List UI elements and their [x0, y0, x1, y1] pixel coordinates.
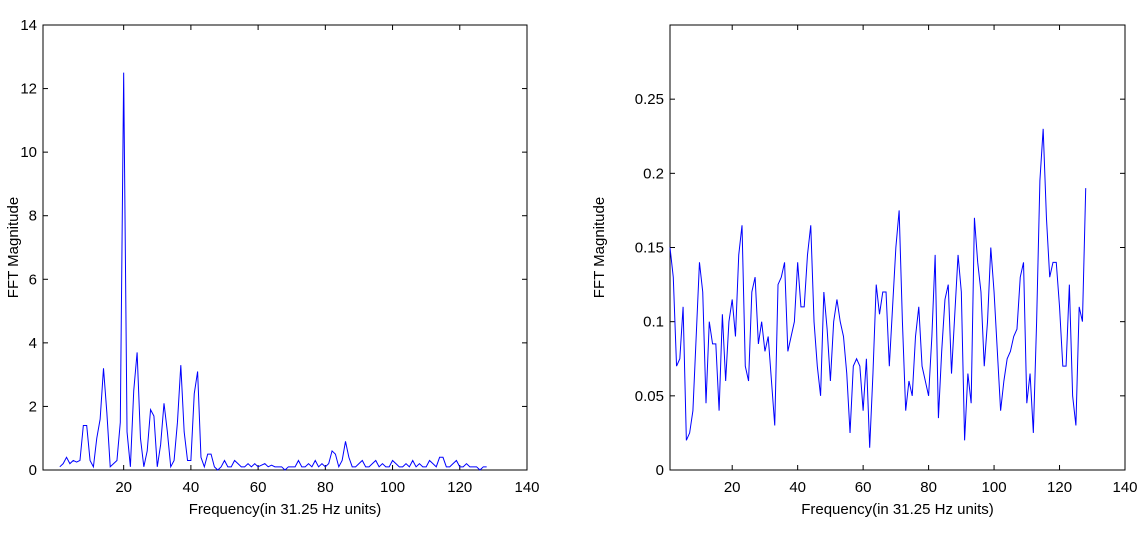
subplot: 0 2 4 6 8 10 12 14 20 40 60 80 100 120 140 Frequency(in…: [5, 17, 540, 518]
y-tick-label: 0: [29, 462, 37, 479]
x-tick-label: 140: [514, 479, 539, 496]
y-tick-label: 8: [29, 208, 37, 225]
y-tick-label: 12: [20, 81, 37, 98]
y-tick-label: 4: [29, 335, 37, 352]
y-tick-label: 10: [20, 144, 37, 161]
x-tick-label: 120: [447, 479, 472, 496]
subplot: 0 0.05 0.1 0.15 0.2 0.25 20 40 60 80 100 120 140 Freq…: [591, 24, 1138, 518]
x-tick-label: 40: [183, 479, 200, 496]
x-tick-label: 20: [724, 479, 741, 496]
plot-area: [42, 24, 528, 471]
x-tick-label: 60: [855, 479, 872, 496]
line-series: [59, 72, 487, 471]
y-axis-label: FFT Magnitude: [591, 197, 608, 298]
x-tick-label: 20: [115, 479, 132, 496]
x-tick-label: 100: [380, 479, 405, 496]
x-tick-label: 40: [789, 479, 806, 496]
x-tick-label: 80: [317, 479, 334, 496]
x-tick-label: 60: [250, 479, 267, 496]
y-tick-label: 0.1: [643, 314, 664, 331]
y-tick-label: 6: [29, 271, 37, 288]
x-tick-label: 80: [920, 479, 937, 496]
y-axis-label: FFT Magnitude: [5, 197, 22, 298]
x-tick-label: 120: [1047, 479, 1072, 496]
plot-area: [669, 24, 1126, 471]
y-tick-label: 0.2: [643, 165, 664, 182]
x-tick-label: 140: [1112, 479, 1137, 496]
y-tick-label: 0.05: [635, 388, 664, 405]
y-tick-label: 0: [656, 462, 664, 479]
y-tick-label: 14: [20, 17, 37, 34]
y-tick-label: 0.15: [635, 240, 664, 257]
y-tick-label: 2: [29, 398, 37, 415]
line-series: [669, 128, 1087, 448]
y-tick-label: 0.25: [635, 91, 664, 108]
x-tick-label: 100: [982, 479, 1007, 496]
x-axis-label: Frequency(in 31.25 Hz units): [189, 501, 382, 518]
x-axis-label: Frequency(in 31.25 Hz units): [801, 501, 994, 518]
